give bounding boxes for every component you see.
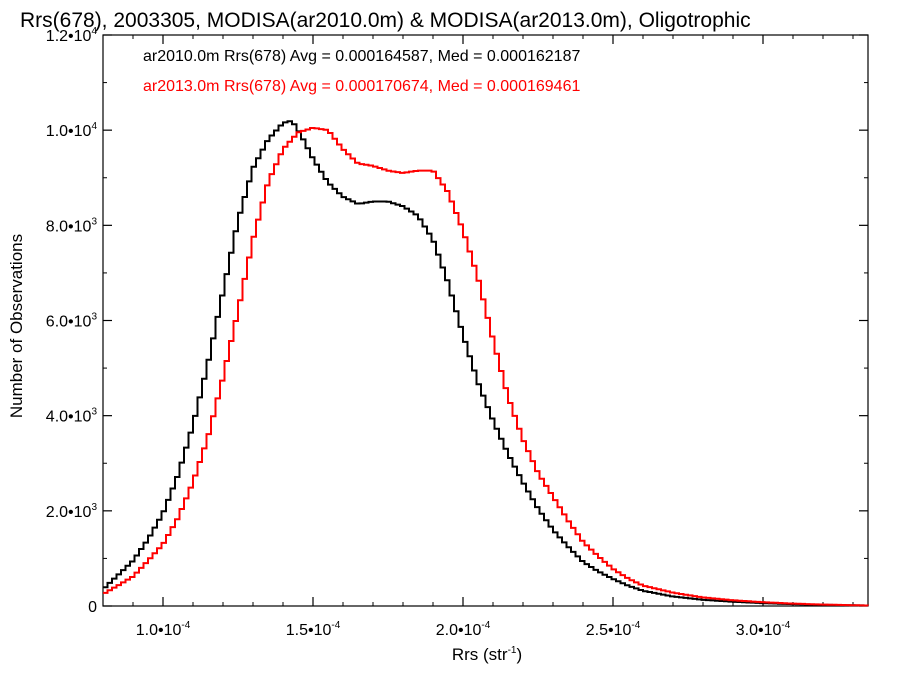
y-axis-ticks: 0 2.0•103 4.0•103 6.0•103 8.0•103 1.0•104 1.2•… (46, 26, 868, 616)
x-tick-label: 1.0•10-4 (136, 620, 191, 639)
chart-title: Rrs(678), 2003305, MODISA(ar2010.0m) & M… (20, 9, 751, 32)
y-tick-label: 2.0•103 (46, 502, 98, 521)
y-tick-label: 1.2•104 (46, 26, 98, 45)
x-tick-label: 3.0•10-4 (736, 620, 791, 639)
series-line-ar2010 (103, 120, 869, 607)
x-tick-label: 1.5•10-4 (286, 620, 341, 639)
legend: ar2010.0m Rrs(678) Avg = 0.000164587, Me… (143, 48, 580, 95)
y-tick-label: 6.0•103 (46, 312, 98, 331)
plot-area: 1.0•10-4 1.5•10-4 2.0•10-4 2.5•10-4 3.0•10-4… (46, 26, 869, 639)
legend-entry-ar2013: ar2013.0m Rrs(678) Avg = 0.000170674, Me… (143, 78, 580, 95)
legend-entry-ar2010: ar2010.0m Rrs(678) Avg = 0.000164587, Me… (143, 48, 580, 65)
y-tick-label: 4.0•103 (46, 407, 98, 426)
x-axis-label: Rrs (str-1) (452, 645, 522, 664)
x-tick-label: 2.0•10-4 (436, 620, 491, 639)
y-tick-label: 1.0•104 (46, 121, 98, 140)
series-line-ar2013 (103, 127, 869, 607)
y-tick-label: 8.0•103 (46, 216, 98, 235)
x-axis-ticks: 1.0•10-4 1.5•10-4 2.0•10-4 2.5•10-4 3.0•10-4 (102, 35, 854, 639)
series-lines (103, 120, 869, 607)
y-axis-label: Number of Observations (7, 234, 26, 418)
y-tick-label: 0 (88, 599, 97, 616)
x-tick-label: 2.5•10-4 (586, 620, 641, 639)
